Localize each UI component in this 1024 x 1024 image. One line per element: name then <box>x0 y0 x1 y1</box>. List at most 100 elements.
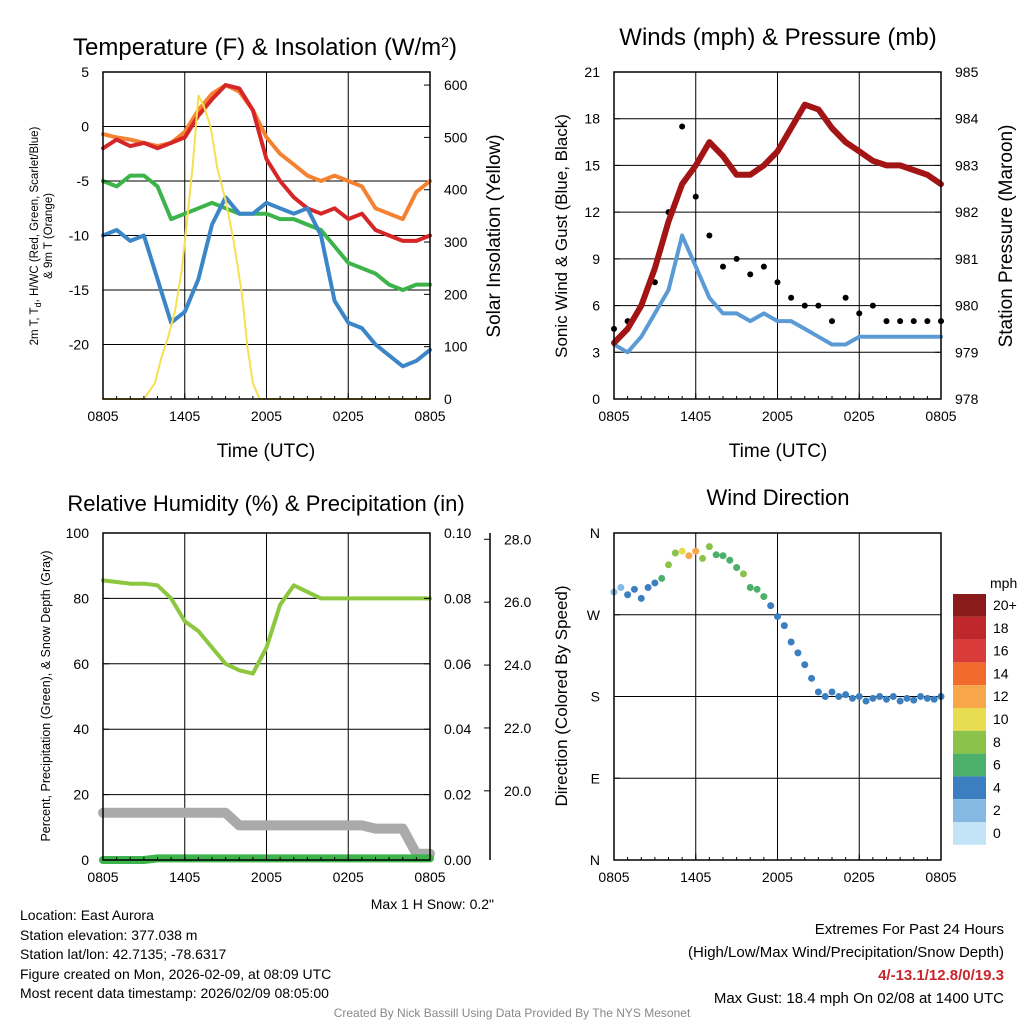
y-tick-label: 20 <box>73 787 89 803</box>
y-tick-label: 15 <box>584 157 600 173</box>
y2-tick-label: 0.02 <box>444 787 471 803</box>
y-tick-label: S <box>591 689 600 705</box>
temperature-chart-title: Temperature (F) & Insolation (W/m2) <box>73 34 457 61</box>
legend-label: 18 <box>993 620 1009 636</box>
series-9m-t <box>101 83 432 222</box>
y2-tick-label: 0.08 <box>444 590 471 606</box>
legend-swatch <box>953 708 986 731</box>
direction-point <box>658 574 666 582</box>
y-tick-label: 12 <box>584 204 600 220</box>
direction-point <box>842 691 850 699</box>
direction-point <box>617 584 625 591</box>
direction-point <box>753 585 761 593</box>
y2-tick-label: 981 <box>955 251 979 267</box>
y-tick-label: -20 <box>69 337 89 353</box>
gust-point <box>801 302 808 309</box>
legend-swatch <box>953 822 986 845</box>
series-h-wc <box>101 195 432 369</box>
y2-tick-label: 985 <box>955 64 979 80</box>
legend-title: mph <box>990 575 1017 591</box>
y2-tick-label: 24.0 <box>504 657 531 673</box>
direction-point <box>930 695 938 703</box>
direction-point <box>787 638 795 646</box>
direction-point <box>699 554 707 562</box>
insolation-ylabel: Solar Insolation (Yellow) <box>484 134 505 337</box>
gust-point <box>760 263 767 270</box>
x-tick-label: 0205 <box>844 408 875 424</box>
gust-point <box>774 279 781 286</box>
extremes-info: Extremes For Past 24 Hours (High/Low/Max… <box>688 918 1004 1010</box>
y2-tick-label: 0.04 <box>444 721 471 737</box>
direction-point <box>917 693 925 700</box>
direction-point <box>903 694 911 702</box>
y-tick-label: N <box>590 525 600 541</box>
x-tick-label: 2005 <box>762 869 793 885</box>
x-tick-label: 0805 <box>87 408 118 424</box>
direction-point <box>719 552 727 560</box>
y2-tick-label: 600 <box>444 77 468 93</box>
direction-point <box>637 594 645 602</box>
y-tick-label: -5 <box>77 173 90 189</box>
gust-point <box>788 294 795 301</box>
y2-tick-label: 300 <box>444 234 468 250</box>
legend-label: 20+ <box>993 597 1017 613</box>
direction-point <box>705 543 713 551</box>
gust-point <box>856 310 863 317</box>
x-tick-label: 1405 <box>680 408 711 424</box>
y2-tick-label: 980 <box>955 298 979 314</box>
direction-point <box>624 591 632 599</box>
snow-note: Max 1 H Snow: 0.2" <box>370 896 494 912</box>
extremes-subtitle: (High/Low/Max Wind/Precipitation/Snow De… <box>688 944 1004 961</box>
humidity-ylabel: Percent, Precipitation (Green), & Snow D… <box>39 550 53 841</box>
legend-swatch <box>953 616 986 640</box>
direction-point <box>835 693 843 700</box>
y-tick-label: 9 <box>592 251 600 267</box>
y-tick-label: 100 <box>66 525 90 541</box>
y2-tick-label: 22.0 <box>504 720 531 736</box>
legend-swatch <box>953 730 986 754</box>
direction-point <box>712 551 720 559</box>
y2-tick-label: 978 <box>955 391 979 407</box>
gust-point <box>897 318 904 325</box>
y-tick-label: 80 <box>73 590 89 606</box>
direction-point <box>883 695 890 703</box>
gust-point <box>829 318 835 325</box>
direction-point <box>671 549 679 557</box>
y2-tick-label: 500 <box>444 129 468 145</box>
extremes-values: 4/-13.1/12.8/0/19.3 <box>878 967 1004 984</box>
wind-direction-panel: Wind Direction 0805 1405 2005 0205 0805NWSEN… <box>552 485 1017 885</box>
credit-text: Created By Nick Bassill Using Data Provi… <box>333 1006 691 1020</box>
x-tick-label: 1405 <box>169 869 200 885</box>
x-tick-label: 0805 <box>87 869 118 885</box>
humidity-chart-title: Relative Humidity (%) & Precipitation (i… <box>67 491 464 516</box>
direction-point <box>828 688 836 696</box>
direction-point <box>910 696 918 704</box>
max-gust-text: Max Gust: 18.4 mph On 02/08 at 1400 UTC <box>713 990 1004 1007</box>
y-tick-label: 6 <box>592 298 600 314</box>
direction-point <box>651 579 659 587</box>
location-text: Location: East Aurora <box>20 907 154 923</box>
x-tick-label: 0205 <box>844 869 875 885</box>
direction-point <box>794 649 802 657</box>
y2-tick-label: 20.0 <box>504 783 531 799</box>
x-tick-label: 2005 <box>251 408 282 424</box>
y2-tick-label: 984 <box>955 111 979 127</box>
legend-swatch <box>953 799 986 822</box>
legend-swatch <box>953 685 986 708</box>
y2-tick-label: 983 <box>955 157 979 173</box>
x-tick-label: 1405 <box>169 408 200 424</box>
legend-swatch <box>953 662 986 686</box>
direction-point <box>760 593 768 601</box>
created-text: Figure created on Mon, 2026-02-09, at 08… <box>20 965 332 982</box>
y2-tick-label: 982 <box>955 204 979 220</box>
direction-point <box>774 613 781 621</box>
legend-swatch <box>953 639 986 663</box>
recent-text: Most recent data timestamp: 2026/02/09 0… <box>20 985 329 1001</box>
direction-point <box>801 661 809 669</box>
gust-point <box>706 232 713 239</box>
direction-point <box>862 697 870 705</box>
y-tick-label: E <box>591 770 600 786</box>
legend-swatch <box>953 594 986 617</box>
direction-point <box>780 622 788 630</box>
y-tick-label: W <box>587 607 601 623</box>
